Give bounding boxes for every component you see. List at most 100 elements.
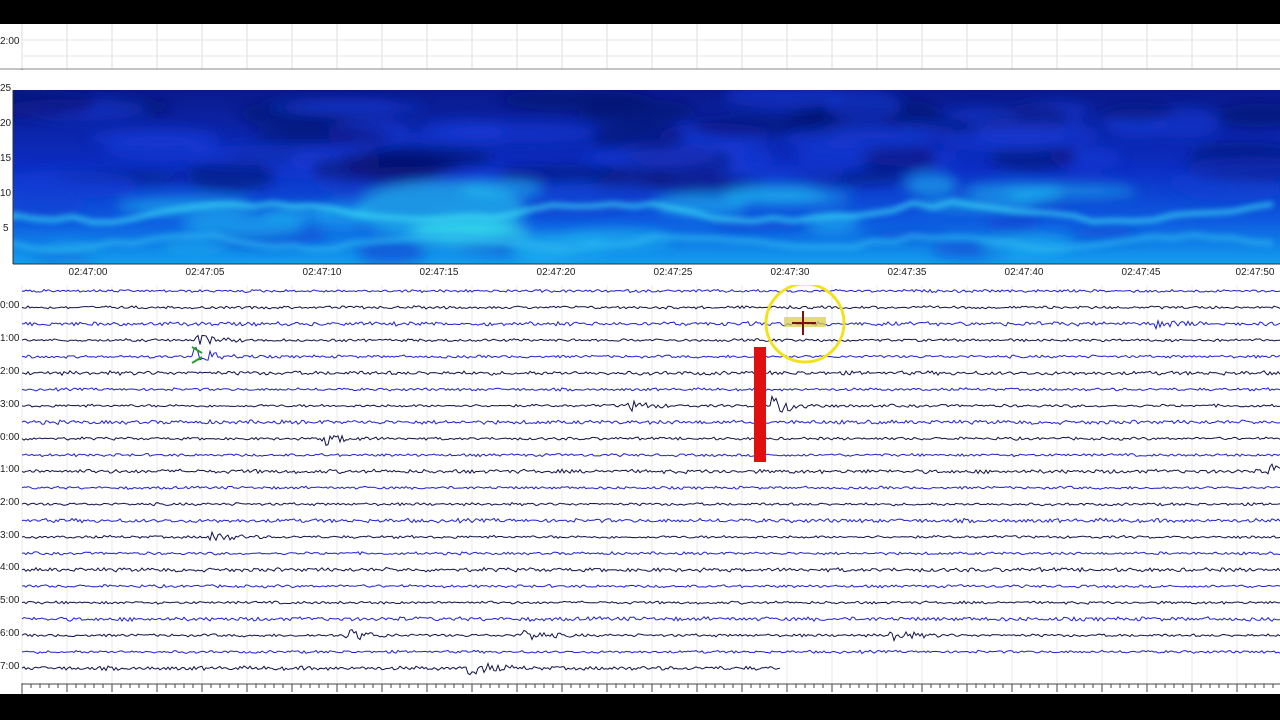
spectrogram-ytick: 15 <box>0 153 12 164</box>
helicorder-panel[interactable]: 0:00 1:00 2:00 3:00 0:00 1:00 2:00 3:00 … <box>0 285 1280 694</box>
spectrogram-blob <box>976 122 1101 147</box>
time-tick-label: 02:47:50 <box>1235 267 1275 278</box>
helicorder-row-label: 3:00 <box>0 399 20 410</box>
seismic-trace-row <box>21 305 1280 310</box>
spectrogram-panel[interactable]: 25 20 15 10 5 02:47:00 02:47:05 02:47:10… <box>0 70 1280 285</box>
seismic-trace-row <box>21 566 1280 573</box>
seismic-trace-row <box>21 418 1280 426</box>
spectrogram-blob <box>311 153 445 185</box>
spectrogram-blob <box>1216 103 1280 128</box>
time-tick-label: 02:47:20 <box>536 267 576 278</box>
seismic-trace-row <box>21 434 1280 446</box>
seismic-trace-row <box>21 517 1280 524</box>
seismic-trace-row <box>21 288 1280 294</box>
spectrogram-blob <box>395 131 505 145</box>
seismic-trace-row <box>21 530 1280 542</box>
seismic-trace-row <box>22 346 1280 361</box>
spectrogram-blob <box>13 90 98 119</box>
spectrogram-blob <box>724 190 852 205</box>
spectrogram-ytick: 5 <box>3 223 9 234</box>
spectrogram-blob <box>250 126 392 145</box>
seismic-trace-row <box>21 661 781 676</box>
spectrogram-blob <box>944 108 1021 123</box>
helicorder-row-label: 5:00 <box>0 595 20 606</box>
top-strip-row-label: 2:00 <box>0 36 20 47</box>
spectrogram-ytick: 20 <box>0 118 12 129</box>
seismic-trace-row <box>21 615 1280 622</box>
time-tick-label: 02:47:35 <box>887 267 927 278</box>
spectrogram-blob <box>1180 179 1280 201</box>
spectrogram-blob <box>962 182 1064 199</box>
spectrogram-svg <box>12 90 1280 265</box>
seismic-trace-row <box>22 649 1280 655</box>
spectrogram-blob <box>185 160 276 192</box>
spectrogram-ytick: 25 <box>0 83 12 94</box>
time-tick-label: 02:47:30 <box>770 267 810 278</box>
spectrogram-blob <box>856 144 937 173</box>
seismic-trace-row <box>21 463 1280 475</box>
helicorder-row-label: 4:00 <box>0 562 20 573</box>
helicorder-row-label: 1:00 <box>0 333 20 344</box>
seismic-trace-row <box>22 318 1280 331</box>
time-tick-label: 02:47:05 <box>185 267 225 278</box>
seismic-trace-row <box>21 334 1280 346</box>
spectrogram-blob <box>706 219 816 232</box>
helicorder-row-label: 0:00 <box>0 300 20 311</box>
helicorder-row-label: 2:00 <box>0 366 20 377</box>
seismic-trace-row <box>21 551 1280 556</box>
spectrogram-blob <box>987 210 1039 235</box>
helicorder-row-label: 3:00 <box>0 530 20 541</box>
helicorder-row-label: 6:00 <box>0 628 20 639</box>
letterbox-bottom <box>0 694 1280 720</box>
time-tick-label: 02:47:45 <box>1121 267 1161 278</box>
pick-mark <box>191 356 203 364</box>
spectrogram-blob <box>1067 225 1142 239</box>
top-strip-grid <box>0 24 1280 70</box>
spectrogram-image <box>13 90 1280 264</box>
event-marker-icon[interactable] <box>754 347 766 462</box>
seismic-trace-row <box>21 387 1280 392</box>
top-strip-panel: 2:00 <box>0 24 1280 70</box>
crosshair-cursor-icon[interactable] <box>764 285 846 364</box>
helicorder-row-label: 1:00 <box>0 464 20 475</box>
spectrogram-blob <box>185 145 339 166</box>
time-tick-label: 02:47:10 <box>302 267 342 278</box>
helicorder-svg <box>21 285 1280 694</box>
spectrogram-blob <box>32 250 97 261</box>
spectrogram-blob <box>590 123 687 150</box>
time-tick-label: 02:47:40 <box>1004 267 1044 278</box>
spectrogram-blob <box>826 90 902 122</box>
helicorder-row-label: 7:00 <box>0 661 20 672</box>
seismic-trace-row <box>21 629 1280 643</box>
helicorder-row-label: 0:00 <box>0 432 20 443</box>
spectrogram-blob <box>161 241 227 252</box>
seismic-trace-row <box>21 501 1280 507</box>
spectrogram-blob <box>499 90 653 111</box>
spectrogram-blob <box>905 172 958 197</box>
helicorder-row-label: 2:00 <box>0 497 20 508</box>
spectrogram-blob <box>723 90 848 109</box>
seismic-trace-row <box>21 600 1280 605</box>
spectrogram-blob <box>181 213 304 238</box>
spectrogram-blob <box>1100 104 1174 122</box>
spectrogram-blob <box>692 115 796 137</box>
letterbox-top <box>0 0 1280 24</box>
seismic-trace-row <box>21 452 1280 458</box>
spectrogram-blob <box>13 170 139 199</box>
seismic-trace-row <box>21 369 1280 377</box>
spectrogram-ytick: 10 <box>0 188 12 199</box>
spectrogram-blob <box>1187 156 1280 176</box>
spectrogram-blob <box>783 128 934 151</box>
seismic-trace-row <box>21 485 1280 491</box>
pick-mark <box>191 346 203 354</box>
time-tick-label: 02:47:25 <box>653 267 693 278</box>
spectrogram-blob <box>356 239 426 264</box>
spectrogram-blob <box>310 181 378 194</box>
spectrogram-blob <box>13 193 86 218</box>
spectrogram-blob <box>288 100 426 114</box>
spectrogram-band <box>13 231 1274 254</box>
seismic-trace-row <box>21 583 1280 589</box>
seismic-trace-row <box>21 394 1280 413</box>
spectrogram-blob <box>585 149 718 167</box>
spectrogram-band <box>13 199 1274 225</box>
